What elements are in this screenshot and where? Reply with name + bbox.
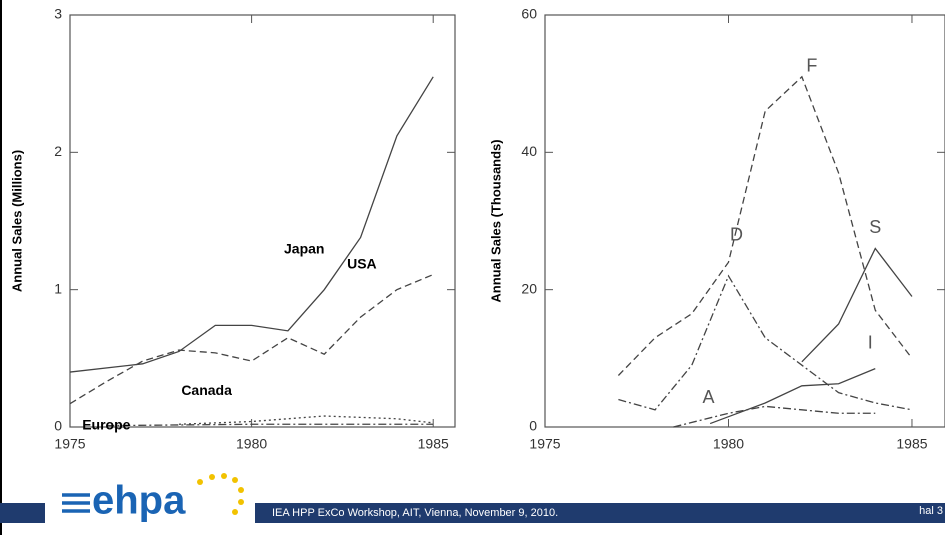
series-line [178, 415, 434, 425]
page-number: hal 3 [919, 505, 943, 517]
y-tick-label: 60 [521, 6, 537, 22]
y-tick-label: 0 [529, 418, 537, 434]
logo-stars [197, 473, 244, 515]
y-axis-label: Annual Sales (Thousands) [488, 139, 503, 302]
plot-frame [544, 14, 945, 428]
series-line [69, 273, 434, 405]
x-tick-label: 1985 [896, 436, 927, 452]
logo-waves [62, 493, 90, 513]
series-line [801, 247, 913, 363]
series-line [673, 405, 876, 428]
logo-text: ehpa [92, 479, 186, 523]
x-tick-label: 1980 [236, 436, 267, 452]
series-label: I [868, 332, 873, 352]
y-tick-label: 40 [521, 143, 537, 159]
series-label: Europe [82, 416, 130, 432]
series-label: USA [347, 255, 377, 271]
series-line [106, 423, 434, 427]
footer-band-left [0, 503, 45, 523]
plot-frame [69, 14, 456, 428]
series-label: Japan [284, 240, 324, 256]
x-tick-label: 1985 [418, 436, 449, 452]
series-line [69, 76, 434, 373]
logo: ehpa [62, 473, 244, 523]
y-tick-label: 3 [54, 6, 62, 22]
series-label: S [869, 217, 881, 237]
y-axis-label: Annual Sales (Millions) [9, 150, 24, 292]
series-label: A [702, 387, 714, 407]
x-tick-label: 1975 [529, 436, 560, 452]
series-label: D [730, 225, 743, 245]
series-label: F [806, 56, 817, 76]
y-tick-label: 2 [54, 143, 62, 159]
footer-band [255, 503, 945, 523]
series-line [617, 75, 913, 376]
series-label: Canada [181, 382, 232, 398]
footer-caption: IEA HPP ExCo Workshop, AIT, Vienna, Nove… [272, 507, 558, 519]
y-tick-label: 0 [54, 418, 62, 434]
x-tick-label: 1980 [713, 436, 744, 452]
y-tick-label: 20 [521, 280, 537, 296]
y-tick-label: 1 [54, 280, 62, 296]
series-line [709, 368, 876, 425]
x-tick-label: 1975 [54, 436, 85, 452]
